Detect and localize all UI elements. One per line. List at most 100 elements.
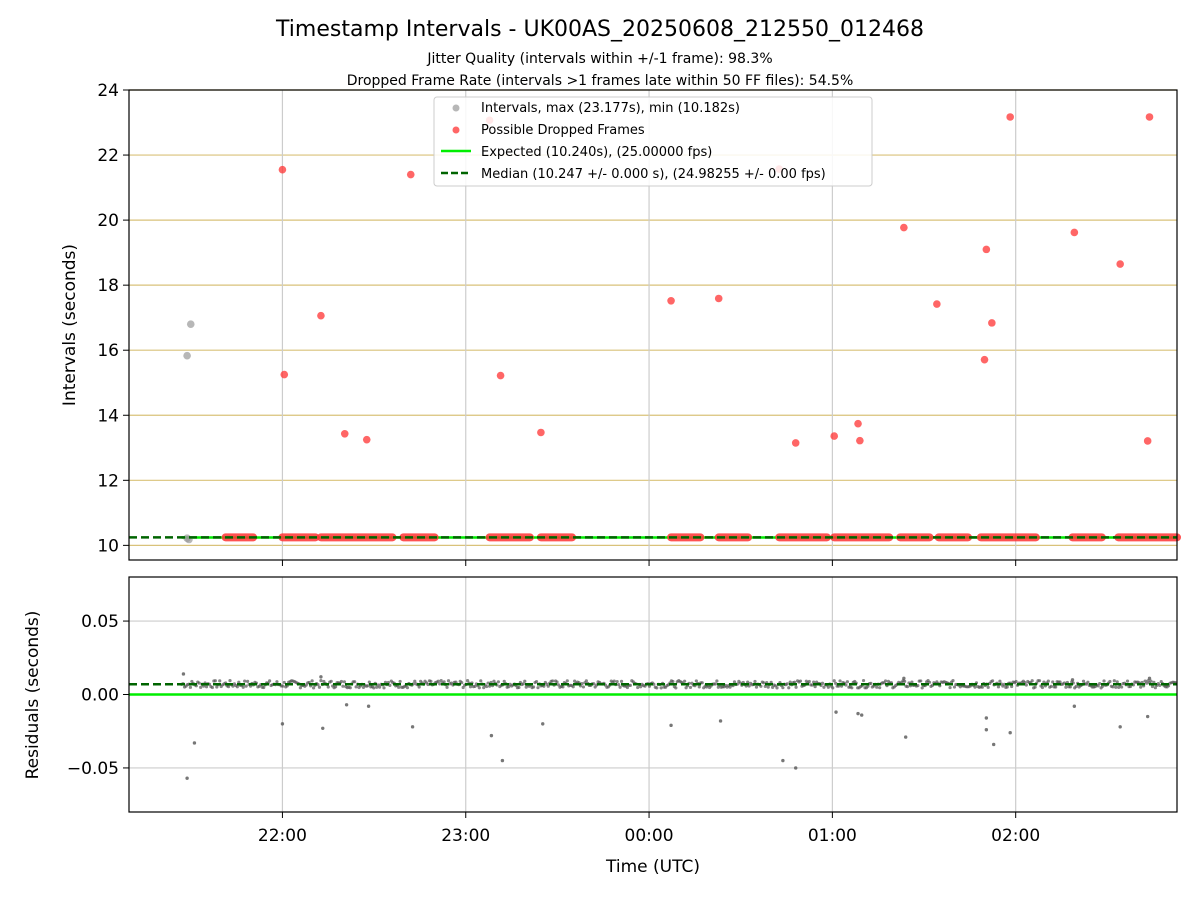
dropped-frame-point <box>278 165 287 174</box>
residual-point <box>210 685 215 690</box>
residual-point <box>715 679 719 683</box>
residual-outlier-point <box>1147 676 1152 681</box>
residual-point <box>246 679 250 683</box>
residual-point <box>850 686 854 690</box>
residual-point <box>910 680 914 684</box>
residual-point <box>521 682 525 686</box>
residual-point <box>339 679 344 684</box>
residual-point <box>241 685 245 689</box>
residual-point <box>580 681 584 686</box>
residual-point <box>1112 679 1116 683</box>
dropped-frame-point <box>856 436 864 445</box>
residual-point <box>397 685 401 689</box>
residual-point <box>845 680 850 684</box>
dropped-frame-point <box>854 419 862 428</box>
residual-outlier-point <box>1070 678 1075 682</box>
dropped-frame-point <box>1070 228 1079 237</box>
top-ytick-label: 18 <box>97 276 119 296</box>
interval-point <box>186 320 195 328</box>
dropped-frame-point <box>982 245 991 254</box>
top-plot-frame <box>128 89 1178 561</box>
residual-point <box>1120 685 1124 689</box>
residual-point <box>728 685 732 689</box>
x-axis-label: Time (UTC) <box>605 857 700 877</box>
residual-point <box>636 685 640 690</box>
bottom-ytick-label: 0.05 <box>81 612 119 632</box>
residual-outlier-point <box>718 719 723 723</box>
residual-point <box>1030 679 1034 683</box>
residual-point <box>1049 684 1053 688</box>
residual-point <box>787 686 791 690</box>
residual-point <box>496 680 500 684</box>
residual-point <box>878 686 882 690</box>
residual-point <box>807 679 811 684</box>
residual-point <box>697 685 701 689</box>
residual-point <box>844 683 848 687</box>
residual-point <box>647 684 652 688</box>
top-y-axis-label: Intervals (seconds) <box>60 244 80 406</box>
top-ytick-label: 24 <box>97 81 119 101</box>
xtick-label: 23:00 <box>441 826 490 846</box>
top-ytick-label: 16 <box>97 341 119 361</box>
residual-point <box>377 685 382 689</box>
residual-outlier-point <box>1008 730 1012 735</box>
dropped-frame-point <box>667 296 675 305</box>
residual-point <box>639 685 643 689</box>
residual-point <box>822 685 826 689</box>
residual-point <box>317 685 322 689</box>
residual-point <box>228 679 232 683</box>
residual-point <box>556 683 561 687</box>
residual-outlier-point <box>185 776 189 780</box>
residual-point <box>838 679 842 683</box>
residual-point <box>199 685 203 689</box>
legend-label-intervals: Intervals, max (23.177s), min (10.182s) <box>481 101 740 116</box>
xtick-label: 00:00 <box>625 826 674 846</box>
residual-point <box>366 684 370 688</box>
bottom-plot-points <box>129 672 1178 780</box>
residual-point <box>479 679 483 683</box>
residual-point <box>998 679 1002 683</box>
residual-point <box>486 681 490 685</box>
bottom-y-axis-label: Residuals (seconds) <box>23 611 43 780</box>
residual-point <box>333 685 338 689</box>
residual-point <box>426 682 430 687</box>
bottom-plot-ticks: −0.05 0.00 0.05 22:00 23:00 00:00 01:00 02:00 <box>67 612 1040 846</box>
residual-point <box>326 685 330 689</box>
residual-point <box>1046 679 1050 683</box>
residual-point <box>565 679 569 683</box>
residual-point <box>766 685 770 689</box>
dropped-frame-point <box>980 355 989 364</box>
dropped-frame-point <box>362 435 371 444</box>
legend-label-median: Median (10.247 +/- 0.000 s), (24.98255 +… <box>481 167 826 182</box>
residual-point <box>746 680 750 684</box>
residual-point <box>948 685 952 690</box>
residual-point <box>204 685 209 689</box>
residual-point <box>980 685 984 689</box>
residual-point <box>619 679 624 683</box>
dropped-frame-point <box>317 311 325 320</box>
residual-point <box>812 680 816 684</box>
residual-point <box>1149 679 1153 683</box>
residual-point <box>1010 684 1014 689</box>
bottom-ytick-label: 0.00 <box>81 686 119 706</box>
residual-point <box>1108 679 1112 684</box>
legend: Intervals, max (23.177s), min (10.182s) … <box>433 96 873 187</box>
residual-outlier-point <box>366 704 371 708</box>
dropped-frame-point <box>1006 113 1014 121</box>
residual-point <box>367 680 371 684</box>
residual-point <box>1014 679 1018 684</box>
dropped-frame-point <box>714 294 723 303</box>
residual-outlier-point <box>834 710 838 714</box>
top-ytick-label: 14 <box>97 406 119 426</box>
residual-outlier-point <box>500 758 505 763</box>
residual-point <box>628 683 632 687</box>
residual-point <box>1037 679 1042 683</box>
interval-point <box>183 351 191 360</box>
residual-point <box>831 686 835 690</box>
residual-point <box>1144 681 1149 685</box>
residual-point <box>329 679 333 683</box>
dropped-frame-point <box>280 370 289 379</box>
residual-point <box>832 679 836 683</box>
residual-point <box>1111 685 1115 689</box>
residual-point <box>413 679 417 683</box>
